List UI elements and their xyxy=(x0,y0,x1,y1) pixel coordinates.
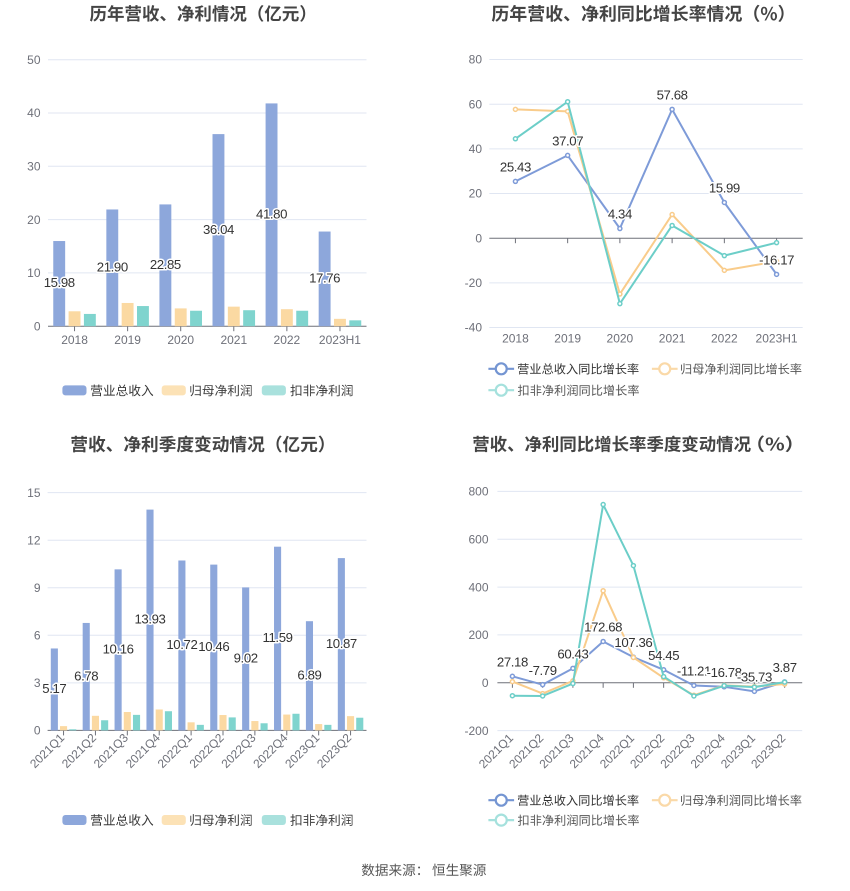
svg-text:172.68: 172.68 xyxy=(584,620,622,635)
svg-text:30: 30 xyxy=(27,160,41,174)
svg-text:13.93: 13.93 xyxy=(134,612,165,627)
svg-text:400: 400 xyxy=(468,580,488,594)
svg-text:21.90: 21.90 xyxy=(97,259,128,274)
svg-text:-11.21: -11.21 xyxy=(677,664,711,679)
svg-text:41.80: 41.80 xyxy=(256,206,287,221)
svg-text:2019: 2019 xyxy=(554,332,581,346)
svg-text:6.89: 6.89 xyxy=(297,667,321,682)
svg-text:2021: 2021 xyxy=(220,333,247,347)
svg-text:0: 0 xyxy=(34,724,41,738)
svg-text:5.17: 5.17 xyxy=(42,681,66,696)
svg-text:36.04: 36.04 xyxy=(203,222,234,237)
svg-text:10.46: 10.46 xyxy=(198,639,229,654)
svg-text:10.16: 10.16 xyxy=(103,642,134,657)
svg-text:600: 600 xyxy=(468,532,488,546)
svg-text:25.43: 25.43 xyxy=(500,160,531,175)
svg-text:2018: 2018 xyxy=(502,332,529,346)
svg-text:-40: -40 xyxy=(465,321,483,335)
svg-text:-16.78: -16.78 xyxy=(707,665,742,680)
svg-text:4.34: 4.34 xyxy=(608,207,632,222)
svg-text:6: 6 xyxy=(34,629,41,643)
svg-text:10.87: 10.87 xyxy=(326,636,357,651)
svg-text:10.72: 10.72 xyxy=(166,637,197,652)
svg-text:0: 0 xyxy=(34,319,41,333)
svg-text:-16.17: -16.17 xyxy=(759,252,794,267)
svg-text:6.78: 6.78 xyxy=(74,668,98,683)
svg-text:27.18: 27.18 xyxy=(497,654,528,669)
svg-text:10: 10 xyxy=(27,266,41,280)
svg-text:800: 800 xyxy=(468,485,488,499)
svg-text:57.68: 57.68 xyxy=(657,87,688,102)
svg-text:2018: 2018 xyxy=(61,333,88,347)
svg-text:37.07: 37.07 xyxy=(552,134,583,149)
svg-text:80: 80 xyxy=(469,53,483,67)
svg-text:40: 40 xyxy=(469,142,483,156)
svg-text:20: 20 xyxy=(469,187,483,201)
svg-text:200: 200 xyxy=(468,628,488,642)
svg-text:12: 12 xyxy=(27,533,41,547)
svg-text:17.76: 17.76 xyxy=(309,270,340,285)
svg-text:15.99: 15.99 xyxy=(709,181,740,196)
svg-text:2019: 2019 xyxy=(114,333,141,347)
svg-text:54.45: 54.45 xyxy=(648,648,679,663)
svg-text:2021: 2021 xyxy=(659,332,686,346)
svg-text:9: 9 xyxy=(34,581,41,595)
svg-text:15.98: 15.98 xyxy=(44,275,75,290)
svg-text:50: 50 xyxy=(27,53,41,67)
svg-text:20: 20 xyxy=(27,213,41,227)
svg-text:-20: -20 xyxy=(465,276,483,290)
svg-text:11.59: 11.59 xyxy=(263,630,293,645)
svg-text:2023H1: 2023H1 xyxy=(319,333,361,347)
svg-text:0: 0 xyxy=(475,231,482,245)
svg-text:3.87: 3.87 xyxy=(773,660,797,675)
svg-text:0: 0 xyxy=(482,676,489,690)
svg-text:2020: 2020 xyxy=(167,333,194,347)
svg-text:60.43: 60.43 xyxy=(557,646,588,661)
svg-text:-35.73: -35.73 xyxy=(737,669,772,684)
svg-text:2022: 2022 xyxy=(711,332,738,346)
svg-text:9.02: 9.02 xyxy=(234,651,258,666)
svg-text:-7.79: -7.79 xyxy=(529,663,557,678)
svg-text:3: 3 xyxy=(34,676,41,690)
svg-text:2022: 2022 xyxy=(274,333,301,347)
svg-text:40: 40 xyxy=(27,106,41,120)
svg-text:2023H1: 2023H1 xyxy=(756,332,798,346)
svg-text:60: 60 xyxy=(469,97,483,111)
svg-text:2020: 2020 xyxy=(607,332,634,346)
svg-text:15: 15 xyxy=(27,486,41,500)
svg-text:-200: -200 xyxy=(464,724,488,738)
svg-text:107.36: 107.36 xyxy=(614,635,652,650)
svg-text:22.85: 22.85 xyxy=(150,257,181,272)
